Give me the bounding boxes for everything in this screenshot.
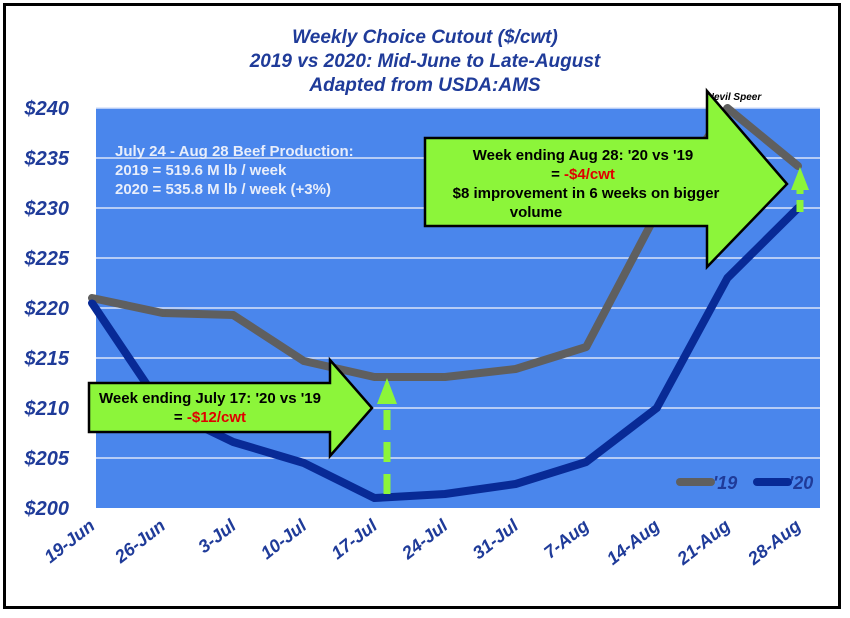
y-axis: $200 $205 $210 $215 $220 $225 $230 $235 $240 xyxy=(24,98,70,520)
x-tick-label: 31-Jul xyxy=(469,515,523,563)
x-tick-label: 10-Jul xyxy=(257,515,311,563)
callout-aug-line-3: $8 improvement in 6 weeks on bigger xyxy=(453,185,720,202)
x-tick-label: 26-Jun xyxy=(110,515,169,567)
series-2020-point xyxy=(300,459,308,467)
x-tick-label: 24-Jul xyxy=(397,515,452,564)
x-tick-label: 14-Aug xyxy=(603,515,663,568)
production-note-line-2: 2019 = 519.6 M lb / week xyxy=(115,162,287,179)
x-tick-label: 21-Aug xyxy=(673,515,734,569)
series-2019-point xyxy=(370,373,378,381)
chart-title-line-3: Adapted from USDA:AMS xyxy=(308,75,540,96)
legend-label-2020: '20 xyxy=(789,473,813,493)
series-2019-point xyxy=(441,373,449,381)
callout-aug-line-4: volume xyxy=(510,204,563,221)
series-2019-point xyxy=(88,294,96,302)
callout-aug-value: -$4/cwt xyxy=(564,166,615,183)
legend-label-2019: '19 xyxy=(713,473,737,493)
series-2019-point xyxy=(582,343,590,351)
x-tick-label: 3-Jul xyxy=(194,515,240,557)
x-tick-label: 7-Aug xyxy=(540,515,593,562)
callout-aug-equals: = xyxy=(551,166,564,183)
gap-arrow-aug-head xyxy=(791,167,809,190)
author-credit: Nevil Speer xyxy=(707,92,763,103)
series-2019-point xyxy=(229,311,237,319)
series-2020-point xyxy=(582,458,590,466)
series-2020-point xyxy=(653,404,661,412)
callout-july-line-2: = -$12/cwt xyxy=(174,409,246,426)
x-tick-label: 19-Jun xyxy=(40,515,98,566)
y-tick-label: $225 xyxy=(24,248,70,270)
series-2020-point xyxy=(370,494,378,502)
series-2020-point xyxy=(441,490,449,498)
callout-july-value: -$12/cwt xyxy=(187,409,246,426)
callout-arrow-aug xyxy=(423,87,789,271)
x-tick-label: 17-Jul xyxy=(328,515,382,563)
y-tick-label: $235 xyxy=(24,148,70,170)
callout-july-equals: = xyxy=(174,409,187,426)
series-2019-point xyxy=(723,104,731,112)
chart-title-line-2: 2019 vs 2020: Mid-June to Late-August xyxy=(249,51,601,72)
callout-aug-line-2: = -$4/cwt xyxy=(551,166,615,183)
y-tick-label: $210 xyxy=(24,398,70,420)
y-tick-label: $205 xyxy=(24,448,70,470)
series-2019-point xyxy=(512,365,520,373)
callout-aug-line-1: Week ending Aug 28: '20 vs '19 xyxy=(473,147,694,164)
series-2020-point xyxy=(229,438,237,446)
callout-arrow-july xyxy=(87,356,374,460)
production-note-line-3: 2020 = 535.8 M lb / week (+3%) xyxy=(115,181,331,198)
y-tick-label: $230 xyxy=(24,198,70,220)
y-tick-label: $240 xyxy=(24,98,70,120)
y-tick-label: $220 xyxy=(24,298,70,320)
y-tick-label: $215 xyxy=(24,348,70,370)
callout-july-line-1: Week ending July 17: '20 vs '19 xyxy=(99,390,321,407)
x-tick-label: 28-Aug xyxy=(743,515,804,569)
series-2020-point xyxy=(88,299,96,307)
series-2020-point xyxy=(512,480,520,488)
x-axis: 19-Jun 26-Jun 3-Jul 10-Jul 17-Jul 24-Jul 31-Ju… xyxy=(40,515,804,570)
chart-title-line-1: Weekly Choice Cutout ($/cwt) xyxy=(292,27,558,48)
series-2020-point xyxy=(723,274,731,282)
production-note-line-1: July 24 - Aug 28 Beef Production: xyxy=(115,143,354,160)
series-2019-point xyxy=(159,309,167,317)
y-tick-label: $200 xyxy=(24,498,70,520)
gap-arrow-july-head xyxy=(377,378,397,404)
series-2019-point xyxy=(300,357,308,365)
